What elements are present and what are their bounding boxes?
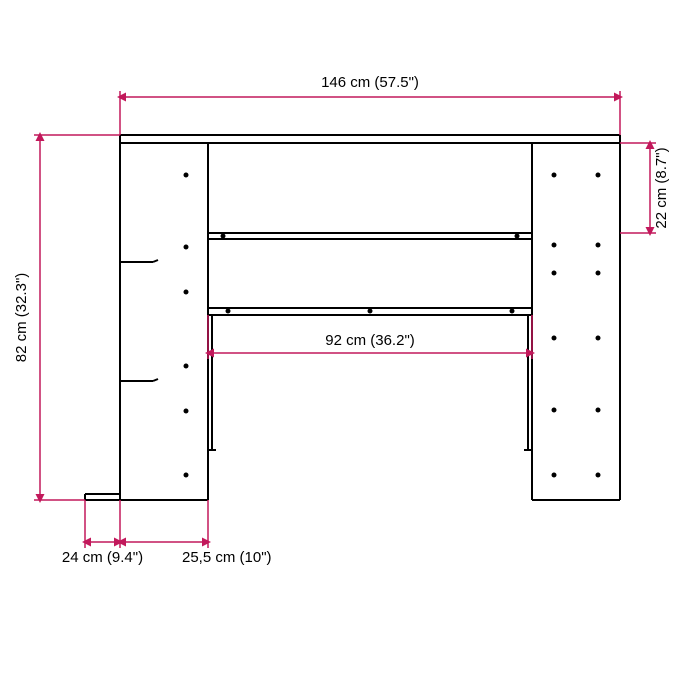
dim-shelf-height: 22 cm (8.7") [653,147,670,228]
dim-width-top: 146 cm (57.5") [321,74,419,91]
dim-height-left: 82 cm (32.3") [13,273,30,363]
dim-cabinet-width: 25,5 cm (10") [182,549,272,566]
dim-depth: 24 cm (9.4") [62,549,143,566]
dim-inner-width: 92 cm (36.2") [325,332,415,349]
